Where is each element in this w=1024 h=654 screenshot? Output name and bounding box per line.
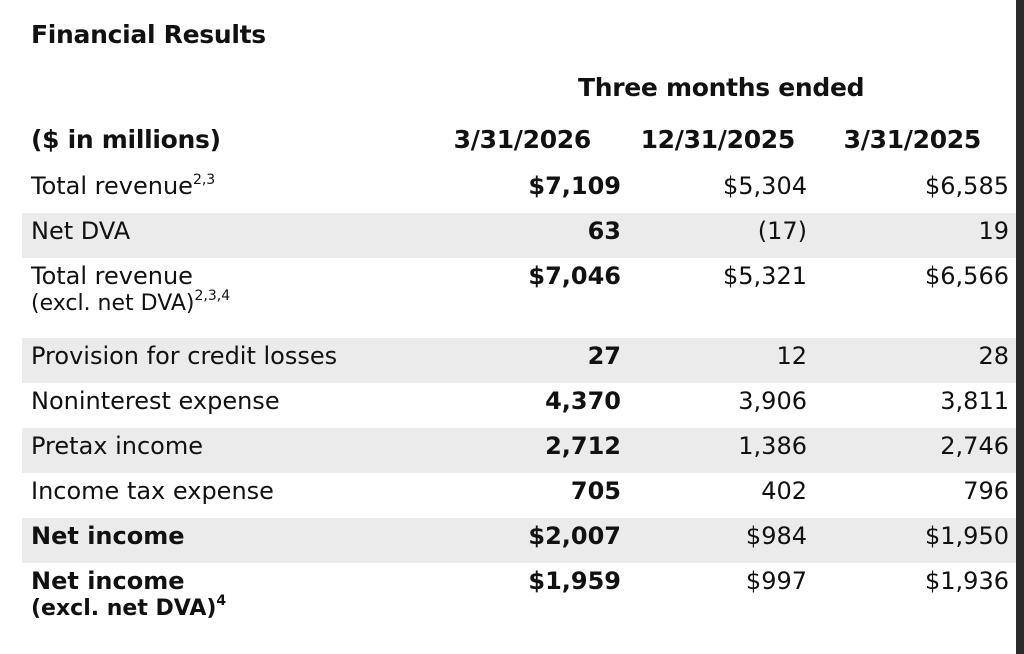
table-row: Net income $2,007 $984 $1,950 <box>22 518 1016 563</box>
value-cell-col-2: $5,321 <box>723 262 807 290</box>
window-edge <box>1016 0 1024 654</box>
row-label: Income tax expense <box>31 477 274 505</box>
row-label-text: Provision for credit losses <box>31 342 338 370</box>
value-cell-col-1: $1,959 <box>528 567 621 595</box>
row-label-subtext: (excl. net DVA)4 <box>31 593 227 621</box>
value-cell-col-3: 2,746 <box>940 432 1009 460</box>
value-cell-col-1: 705 <box>570 477 621 505</box>
row-label-text: Income tax expense <box>31 477 274 505</box>
value-cell-col-1: 2,712 <box>545 432 621 460</box>
value-cell-col-1: $7,046 <box>528 262 621 290</box>
row-label: Net DVA <box>31 217 130 245</box>
column-header-2: 12/31/2025 <box>640 125 796 154</box>
footnote-marker: 4 <box>216 593 227 609</box>
value-cell-col-2: $984 <box>745 522 807 550</box>
row-label: Total revenue (excl. net DVA)2,3,4 <box>31 262 230 318</box>
row-label-subtext: (excl. net DVA)2,3,4 <box>31 288 231 316</box>
value-cell-col-2: $5,304 <box>723 172 807 200</box>
table-row: Provision for credit losses 27 12 28 <box>22 338 1016 383</box>
table-row: Net DVA 63 (17) 19 <box>22 213 1016 258</box>
row-label-text: Total revenue <box>31 172 193 200</box>
column-header-1: 3/31/2026 <box>453 125 592 154</box>
row-label: Net income <box>31 522 185 550</box>
period-header: Three months ended <box>578 73 865 102</box>
row-label: Pretax income <box>31 432 203 460</box>
financial-results-table: Total revenue2,3 $7,109 $5,304 $6,585 Net DV… <box>22 168 1016 633</box>
value-cell-col-1: 27 <box>587 342 621 370</box>
page-title: Financial Results <box>31 20 266 49</box>
value-cell-col-1: 63 <box>587 217 621 245</box>
row-label: Noninterest expense <box>31 387 280 415</box>
table-row: Income tax expense 705 402 796 <box>22 473 1016 518</box>
value-cell-col-3: 28 <box>978 342 1009 370</box>
value-cell-col-3: 796 <box>963 477 1009 505</box>
value-cell-col-2: 12 <box>776 342 807 370</box>
footnote-marker: 2,3,4 <box>194 288 231 304</box>
row-label-text: Total revenue <box>31 262 193 290</box>
table-row: Pretax income 2,712 1,386 2,746 <box>22 428 1016 473</box>
row-label-text: Pretax income <box>31 432 204 460</box>
row-label-text: Net income <box>31 567 185 595</box>
table-row: Net income (excl. net DVA)4 $1,959 $997 $1,9… <box>22 563 1016 633</box>
row-label: Net income (excl. net DVA)4 <box>31 567 226 623</box>
value-cell-col-1: 4,370 <box>545 387 621 415</box>
table-row: Noninterest expense 4,370 3,906 3,811 <box>22 383 1016 428</box>
value-cell-col-3: $1,950 <box>925 522 1009 550</box>
row-label-text: Noninterest expense <box>31 387 280 415</box>
value-cell-col-1: $2,007 <box>528 522 621 550</box>
row-label-text: Net income <box>31 522 185 550</box>
value-cell-col-3: $6,585 <box>925 172 1009 200</box>
value-cell-col-2: $997 <box>745 567 807 595</box>
row-label: Total revenue2,3 <box>31 172 215 200</box>
units-label: ($ in millions) <box>31 125 221 154</box>
value-cell-col-3: $1,936 <box>925 567 1009 595</box>
value-cell-col-3: 19 <box>978 217 1009 245</box>
value-cell-col-2: (17) <box>757 217 807 245</box>
row-label-text: Net DVA <box>31 217 131 245</box>
value-cell-col-1: $7,109 <box>528 172 621 200</box>
table-row: Total revenue (excl. net DVA)2,3,4 $7,046 $… <box>22 258 1016 338</box>
row-label: Provision for credit losses <box>31 342 337 370</box>
value-cell-col-2: 1,386 <box>738 432 807 460</box>
value-cell-col-3: $6,566 <box>925 262 1009 290</box>
footnote-marker: 2,3 <box>192 172 216 188</box>
column-header-3: 3/31/2025 <box>843 125 982 154</box>
value-cell-col-2: 402 <box>761 477 807 505</box>
value-cell-col-3: 3,811 <box>940 387 1009 415</box>
value-cell-col-2: 3,906 <box>738 387 807 415</box>
table-row: Total revenue2,3 $7,109 $5,304 $6,585 <box>22 168 1016 213</box>
